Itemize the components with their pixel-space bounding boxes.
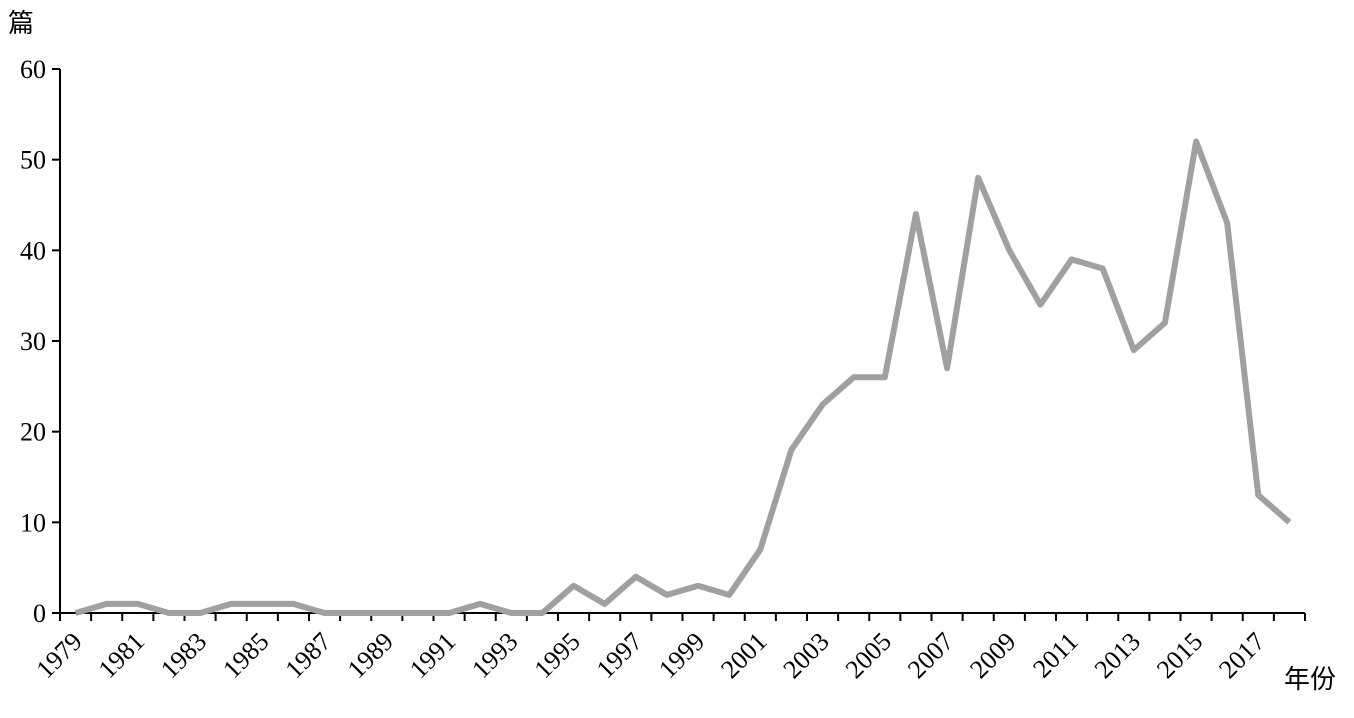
x-tick-label: 2011 <box>1027 627 1084 684</box>
x-tick-label: 1995 <box>529 627 586 684</box>
y-tick-label: 30 <box>20 327 46 356</box>
y-tick-label: 20 <box>20 418 46 447</box>
y-tick-label: 50 <box>20 146 46 175</box>
x-tick-label: 2013 <box>1089 627 1146 684</box>
y-tick-label: 60 <box>20 55 46 84</box>
x-tick-label: 2007 <box>902 627 959 684</box>
x-tick-label: 2015 <box>1151 627 1208 684</box>
x-tick-label: 2001 <box>715 627 772 684</box>
x-tick-label: 2009 <box>964 627 1021 684</box>
y-tick-label: 40 <box>20 236 46 265</box>
y-tick-label: 0 <box>33 599 46 628</box>
x-tick-label: 2005 <box>840 627 897 684</box>
x-axis-label: 年份 <box>1284 665 1336 694</box>
x-tick-label: 1987 <box>280 627 337 684</box>
x-tick-label: 1999 <box>653 627 710 684</box>
y-tick-label: 10 <box>20 508 46 537</box>
x-tick-label: 1991 <box>404 627 461 684</box>
y-axis-label: 篇 <box>8 9 34 38</box>
x-tick-label: 1993 <box>466 627 523 684</box>
x-tick-label: 1989 <box>342 627 399 684</box>
x-tick-label: 2017 <box>1213 627 1270 684</box>
x-tick-label: 1985 <box>217 627 274 684</box>
x-tick-label: 1981 <box>93 627 150 684</box>
x-tick-label: 2003 <box>778 627 835 684</box>
x-tick-label: 1979 <box>31 627 88 684</box>
x-tick-label: 1997 <box>591 627 648 684</box>
x-tick-label: 1983 <box>155 627 212 684</box>
data-line <box>74 138 1292 616</box>
